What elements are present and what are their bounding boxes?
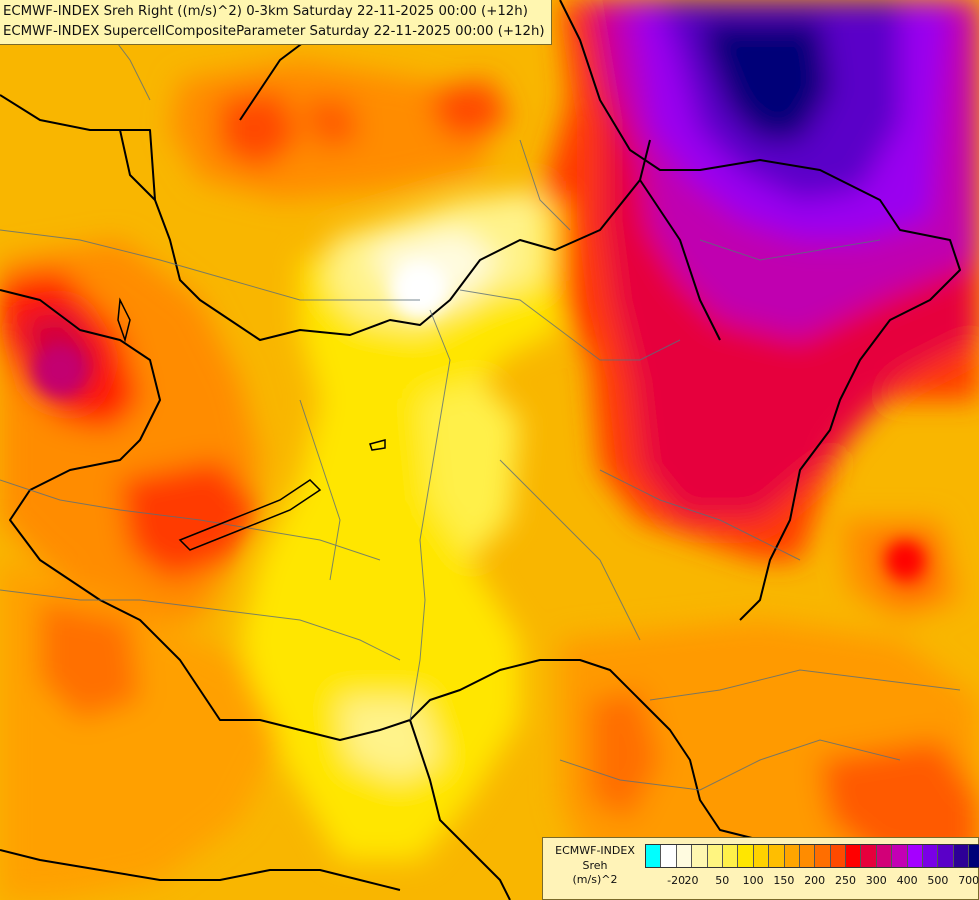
legend-swatch [722,845,739,867]
legend-tick-label: 100 [742,874,764,887]
legend-swatch [707,845,723,867]
legend-swatch [907,845,924,867]
legend-swatch [953,845,970,867]
legend-title-model: ECMWF-INDEX [555,844,635,857]
legend-swatch [876,845,893,867]
legend-swatch [830,845,847,867]
legend-swatch [769,845,785,867]
legend-tick-label: 300 [865,874,887,887]
legend-color-bar [645,844,979,868]
legend-swatch [861,845,877,867]
legend-tick-label: 200 [804,874,826,887]
header-line-sreh: ECMWF-INDEX Sreh Right ((m/s)^2) 0-3km S… [3,4,528,19]
map-header: ECMWF-INDEX Sreh Right ((m/s)^2) 0-3km S… [0,0,552,45]
legend-tick-label: 500 [927,874,949,887]
legend-tick-label: 150 [773,874,795,887]
legend-tick-labels: -20 20 50 100 150 200 250 300 400 500 700 [645,874,979,888]
legend-swatch [923,845,939,867]
legend-tick-label: 400 [896,874,918,887]
legend-swatch [692,845,708,867]
legend-swatch [646,845,662,867]
legend-swatch [738,845,754,867]
legend-title: ECMWF-INDEX Sreh (m/s)^2 [547,844,643,888]
legend-swatch [799,845,816,867]
legend-swatch [815,845,831,867]
legend-tick-label: 20 [684,874,699,887]
legend-swatch [846,845,862,867]
legend-swatch [676,845,693,867]
legend-swatch [892,845,908,867]
legend-swatch [969,845,979,867]
legend-tick-label: 50 [715,874,730,887]
legend-swatch [784,845,800,867]
color-legend: ECMWF-INDEX Sreh (m/s)^2 -20 20 50 100 150 20… [542,837,979,900]
header-line-scp: ECMWF-INDEX SupercellCompositeParameter … [3,23,545,39]
legend-swatch [661,845,677,867]
legend-swatch [938,845,954,867]
legend-tick-label: -20 [667,874,686,887]
legend-title-unit: (m/s)^2 [572,873,618,886]
legend-tick-label: 700 [958,874,979,887]
legend-title-variable: Sreh [582,858,608,872]
legend-swatch [753,845,770,867]
legend-tick-label: 250 [835,874,856,887]
